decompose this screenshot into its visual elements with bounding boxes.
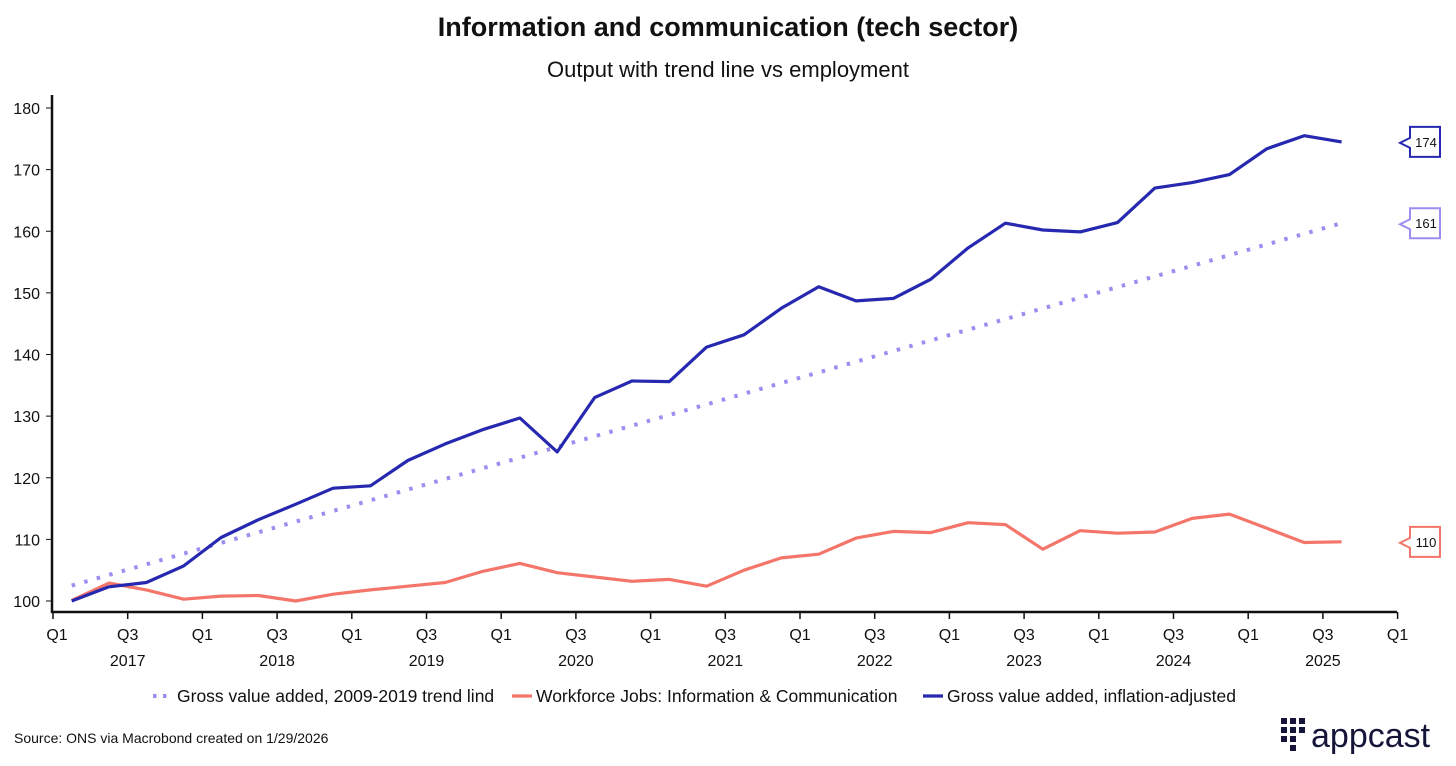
x-year-label: 2025 [1305,653,1341,670]
x-year-label: 2021 [708,653,744,670]
x-tick-label: Q1 [939,627,960,644]
x-year-label: 2023 [1006,653,1042,670]
x-year-label: 2022 [857,653,893,670]
end-label-box [1397,125,1441,158]
x-tick-label: Q3 [117,627,138,644]
x-tick-label: Q3 [565,627,586,644]
chart-title: Information and communication (tech sect… [438,12,1019,42]
chart-subtitle: Output with trend line vs employment [547,57,909,82]
y-tick-label: 130 [13,409,40,426]
y-tick-label: 180 [13,101,40,118]
x-tick-label: Q3 [715,627,736,644]
x-tick-label: Q1 [192,627,213,644]
x-year-label: 2018 [259,653,295,670]
series-line-1 [71,512,1342,603]
x-tick-label: Q1 [46,627,67,644]
x-tick-label: Q1 [1387,627,1408,644]
x-tick-label: Q1 [1088,627,1109,644]
x-tick-label: Q1 [1238,627,1259,644]
x-tick-label: Q3 [416,627,437,644]
y-tick-label: 100 [13,594,40,611]
x-tick-label: Q3 [1163,627,1184,644]
end-label-value: 161 [1415,216,1437,231]
y-tick-label: 160 [13,224,40,241]
end-label-box [1397,525,1441,558]
x-tick-label: Q1 [491,627,512,644]
x-year-label: 2024 [1156,653,1192,670]
x-tick-label: Q1 [341,627,362,644]
y-tick-label: 170 [13,163,40,180]
legend-label-0: Gross value added, 2009-2019 trend lind [177,686,494,706]
y-tick-label: 140 [13,348,40,365]
y-tick-label: 150 [13,286,40,303]
x-tick-label: Q1 [640,627,661,644]
legend-label-2: Gross value added, inflation-adjusted [947,686,1236,706]
logo-text: appcast [1311,717,1431,755]
x-tick-label: Q3 [266,627,287,644]
x-tick-label: Q3 [864,627,885,644]
x-year-label: 2017 [110,653,146,670]
axes: 100 110 120 130 140 150 160 170 180 Q1 Q3 2017 Q1 Q3 2… [13,95,1408,670]
y-tick-label: 110 [14,532,40,549]
legend: Gross value added, 2009-2019 trend lind W… [153,686,1236,706]
x-tick-label: Q1 [789,627,810,644]
legend-label-1: Workforce Jobs: Information & Communicat… [536,686,897,706]
x-year-label: 2019 [409,653,445,670]
x-year-label: 2020 [558,653,594,670]
series-group [71,134,1343,603]
source-note: Source: ONS via Macrobond created on 1/2… [14,730,329,746]
x-tick-label: Q3 [1013,627,1034,644]
logo-mark-icon [1281,718,1305,751]
appcast-logo: appcast [1281,717,1431,755]
end-label-value: 110 [1416,535,1437,550]
end-labels: 161 110 174 [1397,125,1441,558]
x-tick-label: Q3 [1312,627,1333,644]
y-tick-label: 120 [13,471,40,488]
end-label-value: 174 [1415,135,1437,150]
series-line-2 [71,134,1342,603]
end-label-box [1397,207,1441,240]
